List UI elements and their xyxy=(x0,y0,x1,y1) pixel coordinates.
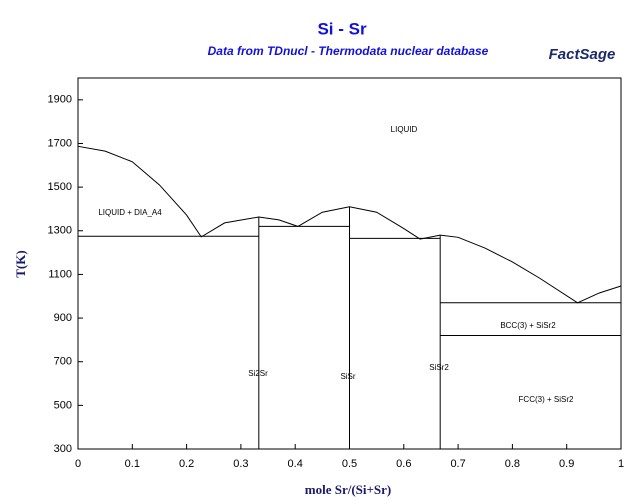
x-tick-label: 0.7 xyxy=(450,458,465,470)
phase-label: FCC(3) + SiSr2 xyxy=(519,395,574,404)
x-tick-label: 0.5 xyxy=(342,458,357,470)
y-axis-label: T(K) xyxy=(13,250,28,277)
x-tick-label: 0 xyxy=(75,458,81,470)
phase-label: BCC(3) + SiSr2 xyxy=(500,321,556,330)
y-tick-label: 700 xyxy=(54,356,72,368)
y-tick-label: 1900 xyxy=(48,94,72,106)
y-tick-label: 900 xyxy=(54,312,72,324)
logo: FactSage xyxy=(549,46,616,63)
x-tick-label: 0.3 xyxy=(233,458,248,470)
y-tick-label: 1500 xyxy=(48,181,72,193)
chart-title: Si - Sr xyxy=(317,19,367,38)
x-tick-label: 1 xyxy=(618,458,624,470)
x-tick-label: 0.1 xyxy=(125,458,140,470)
phase-label: Si2Sr xyxy=(248,369,268,378)
phase-label: SiSr xyxy=(340,372,355,381)
y-tick-label: 1700 xyxy=(48,137,72,149)
x-tick-label: 0.4 xyxy=(288,458,303,470)
chart-subtitle: Data from TDnucl - Thermodata nuclear da… xyxy=(208,44,489,58)
x-tick-label: 0.2 xyxy=(179,458,194,470)
y-tick-label: 300 xyxy=(54,443,72,455)
x-tick-label: 0.8 xyxy=(505,458,520,470)
phase-label: LIQUID xyxy=(391,125,418,134)
y-tick-label: 1100 xyxy=(48,268,72,280)
phase-label: LIQUID + DIA_A4 xyxy=(98,208,162,217)
x-tick-label: 0.6 xyxy=(396,458,411,470)
phase-label: SiSr2 xyxy=(429,363,449,372)
x-tick-label: 0.9 xyxy=(559,458,574,470)
y-tick-label: 500 xyxy=(54,399,72,411)
y-tick-label: 1300 xyxy=(48,225,72,237)
x-axis-label: mole Sr/(Si+Sr) xyxy=(305,482,391,497)
